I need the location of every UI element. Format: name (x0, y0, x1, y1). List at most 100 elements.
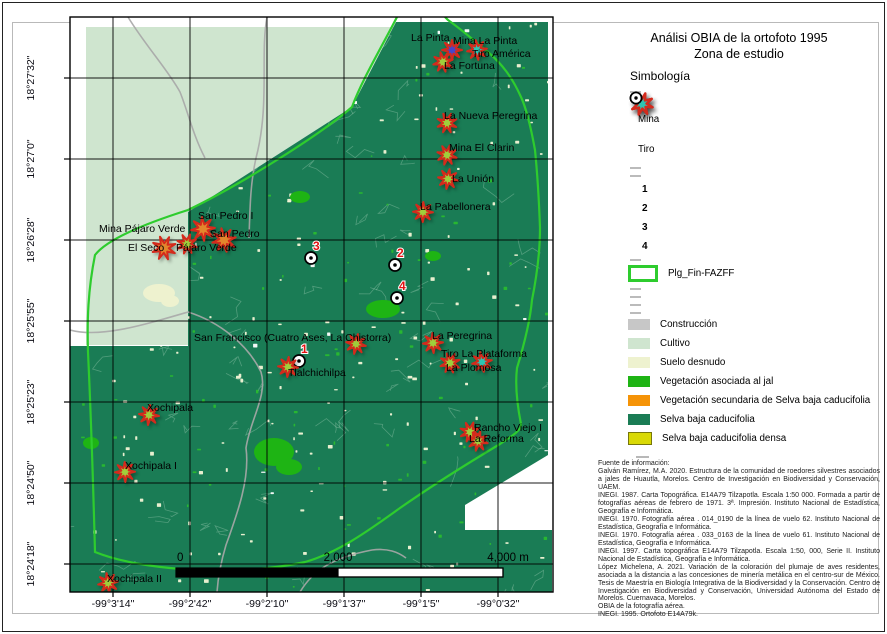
mine-star-mina (345, 333, 367, 355)
map-label: La Fortuna (444, 60, 495, 72)
legend: Mina Tiro 1 2 3 4 Plg_Fin-FAZFF Construcción Cul… (628, 90, 884, 452)
title-line-1: Análisi OBIA de la ortofoto 1995 (650, 31, 828, 45)
lon-label: -99°1'5" (403, 598, 440, 610)
legend-label: Selva baja caducifolia densa (662, 433, 787, 444)
mine-star-mina (437, 168, 459, 190)
map-label: Rancho Viejo I (474, 422, 542, 434)
map-label: Tiro La Plataforma (441, 348, 527, 360)
map-label: La Nueva Peregrina (444, 110, 538, 122)
sample-point: 4 (390, 278, 407, 305)
legend-placeholder-row (628, 174, 884, 178)
scale-label-mid: 2,000 (324, 552, 353, 564)
map-label: Xochipala II (107, 573, 162, 585)
legend-dash (630, 175, 641, 177)
legend-label: Tiro (638, 143, 655, 155)
study-area-boundary (86, 17, 542, 572)
map-label: La Unión (452, 173, 494, 185)
map-label: La Pinta (411, 32, 450, 44)
map-label: San Pedro (210, 228, 260, 240)
legend-label: 1 (642, 183, 648, 195)
lon-label: -99°2'42" (169, 598, 212, 610)
map-label: San Francisco (Cuatro Ases, La Chistorra… (194, 332, 391, 344)
lon-label: -99°1'37" (323, 598, 366, 610)
legend-row-landcover: Vegetación asociada al jal (628, 376, 884, 387)
lat-label: 18°27'32" (25, 55, 37, 100)
legend-row-landcover: Suelo desnudo (628, 357, 884, 368)
map-label: Mina La Pinta (453, 35, 517, 47)
source-text: Fuente de información: Galván Ramírez, M.… (598, 456, 880, 619)
landcover-swatch (628, 432, 652, 445)
map-label: Tiro América (472, 48, 531, 60)
legend-label: Vegetación secundaria de Selva baja cadu… (660, 395, 871, 406)
mine-star-mina (467, 430, 489, 452)
mine-star-mina (436, 112, 458, 134)
legend-label: 4 (642, 240, 648, 252)
legend-title: Simbología (630, 69, 691, 83)
legend-row-point-2: 2 (628, 91, 884, 215)
source-line: López Michelena, A. 2021. Variación de l… (598, 563, 880, 603)
legend-dash (630, 304, 641, 306)
map-label: La Peregrina (432, 330, 492, 342)
map-label: Pájaro Verde (176, 242, 237, 254)
landcover-swatch (628, 395, 650, 406)
legend-placeholder-row (628, 287, 884, 291)
legend-row-mina: Mina (628, 92, 884, 132)
scale-label-start: 0 (177, 552, 183, 564)
scale-label-end: 4,000 m (487, 552, 529, 564)
scale-bar: 0 2,000 4,000 m (175, 552, 529, 578)
sample-points: 1 2 3 4 (292, 238, 407, 368)
map-label: El Seco (128, 242, 164, 254)
source-line: Galván Ramírez, M.A. 2020. Estructura de… (598, 467, 880, 491)
legend-row-landcover: Vegetación secundaria de Selva baja cadu… (628, 395, 884, 406)
scale-bar-black (176, 568, 338, 577)
legend-label: Vegetación asociada al jal (660, 376, 774, 387)
legend-label: 2 (642, 202, 648, 214)
landcover-cultivo (86, 27, 396, 345)
legend-row-point-1: 1 (628, 91, 884, 196)
title-line-2: Zona de estudio (694, 47, 784, 62)
mine-star-mina (176, 233, 198, 255)
legend-row-landcover: Selva baja caducifolia densa (628, 432, 884, 445)
legend-row-point-4: 4 (628, 91, 884, 253)
legend-dash (630, 259, 641, 261)
landcover-swatch (628, 357, 650, 368)
source-line: INEGI. 1997. Carta topográfica E14A79 Ti… (598, 547, 880, 563)
sample-number: 2 (397, 246, 404, 260)
source-dash (636, 456, 649, 458)
landcover-swatch (628, 319, 650, 330)
map-label: La Pabellonera (420, 201, 491, 213)
legend-dash (630, 296, 641, 298)
legend-label: Cultivo (660, 338, 690, 349)
mine-star-mina (97, 572, 119, 592)
legend-row-polygon: Plg_Fin-FAZFF (628, 265, 884, 282)
map-label: La Plomosa (446, 362, 502, 374)
legend-label: Construcción (660, 319, 718, 330)
mine-star-mina (138, 404, 160, 426)
legend-label: Suelo desnudo (660, 357, 726, 368)
lat-label: 18°25'23" (25, 379, 37, 424)
legend-placeholder-row (628, 295, 884, 299)
legend-placeholder-row (628, 311, 884, 315)
landcover-swatch (628, 414, 650, 425)
legend-row-landcover: Selva baja caducifolia (628, 414, 884, 425)
mine-star-mina (114, 461, 136, 483)
source-line: INEGI. 1995. Ortofoto E14A79k. (598, 611, 698, 619)
source-line: OBIA de la fotografía aérea. (598, 603, 685, 611)
map-label: Xochipala (147, 402, 193, 414)
mine-star-mina_orange (211, 227, 237, 253)
source-line: Fuente de información: (598, 460, 670, 467)
polygon-outline-swatch (628, 265, 658, 282)
legend-dash (630, 167, 641, 169)
lat-label: 18°24'50" (25, 460, 37, 505)
mine-star-mina_orange (151, 235, 177, 261)
map-label: Mina Pájaro Verde (99, 223, 186, 235)
legend-placeholder-row (628, 98, 884, 102)
mine-star-mina (432, 51, 454, 73)
landcover-patches (83, 191, 441, 475)
lat-label: 18°26'28" (25, 217, 37, 262)
map-label: La Reforma (469, 433, 524, 445)
